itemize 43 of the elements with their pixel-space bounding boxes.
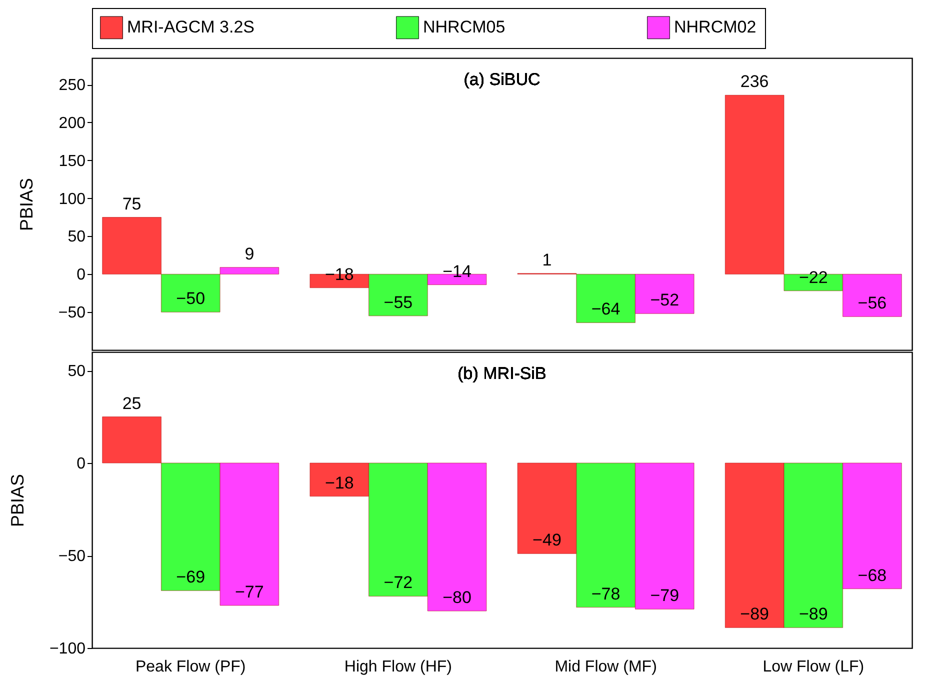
legend-label: NHRCM05: [423, 18, 506, 37]
y-tick-label: 50: [68, 363, 86, 380]
y-tick-label: 200: [58, 114, 86, 132]
data-label: −80: [442, 588, 472, 607]
y-tick-label: 150: [58, 152, 86, 170]
data-label: −69: [176, 568, 206, 587]
data-label: 236: [740, 72, 769, 92]
data-label: −64: [591, 300, 620, 319]
y-tick-label: −100: [49, 640, 86, 658]
data-label: 1: [542, 250, 552, 270]
y-axis-title: PBIAS: [16, 178, 36, 232]
legend-label: NHRCM02: [674, 18, 756, 37]
data-label: −89: [740, 604, 769, 624]
data-label: 25: [122, 394, 142, 413]
legend-label: MRI-AGCM 3.2S: [127, 18, 255, 37]
data-label: 9: [244, 244, 254, 264]
data-label: −79: [650, 586, 680, 606]
data-label: −49: [532, 530, 562, 550]
text: (a) SiBUC: [464, 70, 540, 89]
data-label: −52: [650, 290, 680, 310]
y-tick-label: 0: [76, 456, 86, 472]
data-label: −18: [324, 473, 354, 492]
data-label: −55: [384, 292, 413, 312]
data-label: −72: [384, 573, 413, 592]
y-tick-label: −50: [58, 304, 86, 322]
text: (b) MRI-SiB: [458, 364, 546, 383]
y-tick-label: −50: [58, 548, 86, 565]
y-tick-label: 50: [68, 228, 86, 246]
data-label: −56: [858, 294, 887, 313]
y-tick-label: 0: [76, 266, 86, 284]
x-tick-label: High Flow (HF): [344, 658, 452, 676]
y-tick-label: 250: [58, 77, 86, 94]
y-tick-label: 100: [58, 190, 86, 208]
data-label: −78: [591, 584, 620, 604]
data-label: −68: [858, 566, 887, 585]
data-label: −89: [798, 604, 828, 624]
data-label: 75: [122, 194, 142, 214]
x-tick-label: Mid Flow (MF): [554, 658, 657, 676]
x-tick-label: Peak Flow (PF): [135, 658, 246, 676]
data-label: −50: [176, 289, 206, 308]
y-axis-title: PBIAS: [7, 474, 28, 528]
x-tick-label: Low Flow (LF): [762, 658, 864, 676]
data-label: −77: [235, 582, 264, 602]
